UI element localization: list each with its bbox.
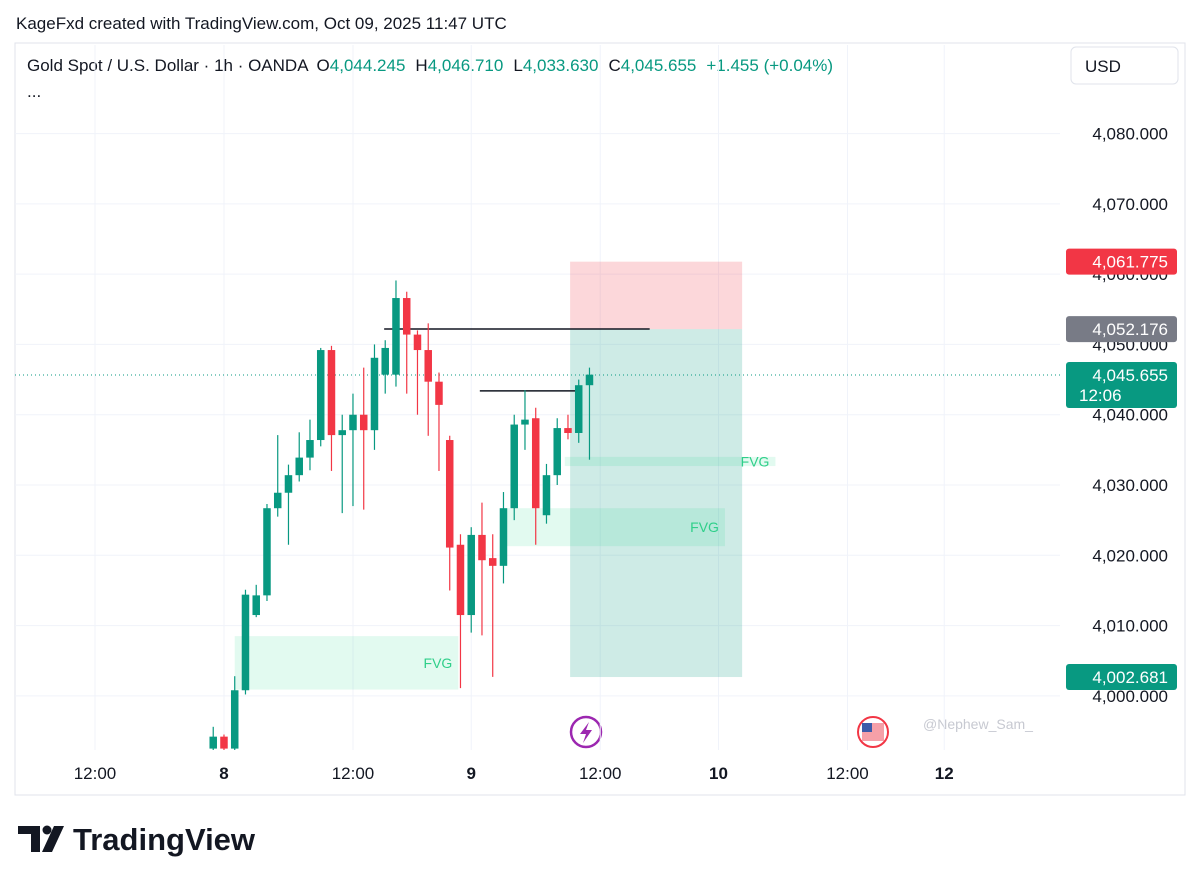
fvg-zone <box>234 636 459 690</box>
candle-body <box>564 428 572 433</box>
candle-body <box>284 475 293 493</box>
field-label: H <box>415 56 427 75</box>
candle-body <box>542 475 551 516</box>
candle-body <box>467 534 475 616</box>
candle-body <box>306 440 314 458</box>
candle-body <box>553 428 561 476</box>
x-tick-label: 10 <box>709 764 728 783</box>
currency[interactable]: USD <box>1085 57 1121 76</box>
candle-body <box>230 690 239 749</box>
candle-body <box>499 508 508 566</box>
candle-body <box>435 381 443 405</box>
stop-zone <box>570 261 743 330</box>
fvg-label: FVG <box>424 655 453 671</box>
x-tick-label: 12:00 <box>826 764 869 783</box>
x-tick-label: 12:00 <box>74 764 117 783</box>
price-label: 4,052.176 <box>1092 320 1168 339</box>
price-label: 4,002.681 <box>1092 668 1168 687</box>
watermark: @Nephew_Sam_ <box>923 716 1033 732</box>
candle-body <box>510 424 518 509</box>
field-value: 4,045.655 <box>621 56 697 75</box>
fvg-zone <box>501 508 725 547</box>
candle-body <box>327 350 336 436</box>
candle-body <box>349 414 357 431</box>
candle-body <box>488 558 497 566</box>
x-tick-label: 8 <box>219 764 228 783</box>
fvg-label: FVG <box>690 519 719 535</box>
us-flag-icon <box>857 716 889 748</box>
more: ... <box>27 82 41 101</box>
field-value: 4,044.245 <box>330 56 406 75</box>
candle-body <box>392 298 400 375</box>
candle-body <box>252 595 260 616</box>
y-tick-label: 4,020.000 <box>1092 546 1168 565</box>
currency-box[interactable] <box>1070 46 1179 85</box>
y-tick-label: 4,040.000 <box>1092 406 1168 425</box>
y-tick-label: 4,070.000 <box>1092 195 1168 214</box>
x-tick-label: 12:00 <box>579 764 622 783</box>
x-tick-label: 12 <box>935 764 954 783</box>
candle-body <box>241 594 250 691</box>
candle-body <box>295 457 303 476</box>
legend: Gold Spot / U.S. Dollar · 1h · OANDA O4,0… <box>27 56 833 75</box>
y-tick-label: 4,030.000 <box>1092 476 1168 495</box>
field-label: L <box>513 56 522 75</box>
credit: KageFxd created with TradingView.com, Oc… <box>16 14 507 33</box>
y-tick-label: 4,000.000 <box>1092 687 1168 706</box>
candle-body <box>445 440 454 548</box>
candle-body <box>220 736 228 749</box>
candle-body <box>381 347 389 375</box>
lightning-icon <box>569 715 603 749</box>
chart-frame <box>14 42 1186 796</box>
x-tick-label: 12:00 <box>332 764 375 783</box>
logo-mark <box>18 825 64 852</box>
candle-body <box>574 385 583 433</box>
candle-body <box>456 544 465 616</box>
candle-body <box>402 298 411 335</box>
plot-layer: FVG FVG FVG <box>15 45 1060 750</box>
price-label-box <box>1066 316 1177 343</box>
candle-body <box>413 334 422 351</box>
price-label-box <box>1066 664 1177 691</box>
field-label: O <box>317 56 330 75</box>
candle-body <box>370 357 379 431</box>
candle-body <box>585 374 594 386</box>
candle-body <box>316 350 325 441</box>
candle-body <box>263 508 271 596</box>
candle-body <box>359 414 368 431</box>
candle-body <box>338 430 346 436</box>
target-zone <box>570 329 743 678</box>
y-tick-label: 4,010.000 <box>1092 617 1168 636</box>
x-tick-label: 9 <box>466 764 475 783</box>
candle-body <box>521 419 529 425</box>
logo: TradingView <box>73 822 256 857</box>
field-label: C <box>608 56 620 75</box>
price-label-box <box>1066 361 1177 408</box>
change: +1.455 (+0.04%) <box>706 56 833 75</box>
price-label: 4,045.655 <box>1092 366 1168 385</box>
candle-body <box>478 534 486 561</box>
fvg-label: FVG <box>741 453 770 469</box>
price-label-box <box>1066 248 1177 275</box>
candle-body <box>424 350 432 382</box>
symbol: Gold Spot / U.S. Dollar · 1h · OANDA <box>27 56 309 75</box>
y-tick-label: 4,080.000 <box>1092 125 1168 144</box>
fvg-zone <box>564 456 776 467</box>
candle-body <box>273 492 282 509</box>
price-label: 4,061.775 <box>1092 253 1168 272</box>
field-value: 4,033.630 <box>523 56 599 75</box>
countdown: 12:06 <box>1079 386 1122 405</box>
field-value: 4,046.710 <box>428 56 504 75</box>
candle-body <box>209 736 217 749</box>
candle-body <box>531 418 540 509</box>
